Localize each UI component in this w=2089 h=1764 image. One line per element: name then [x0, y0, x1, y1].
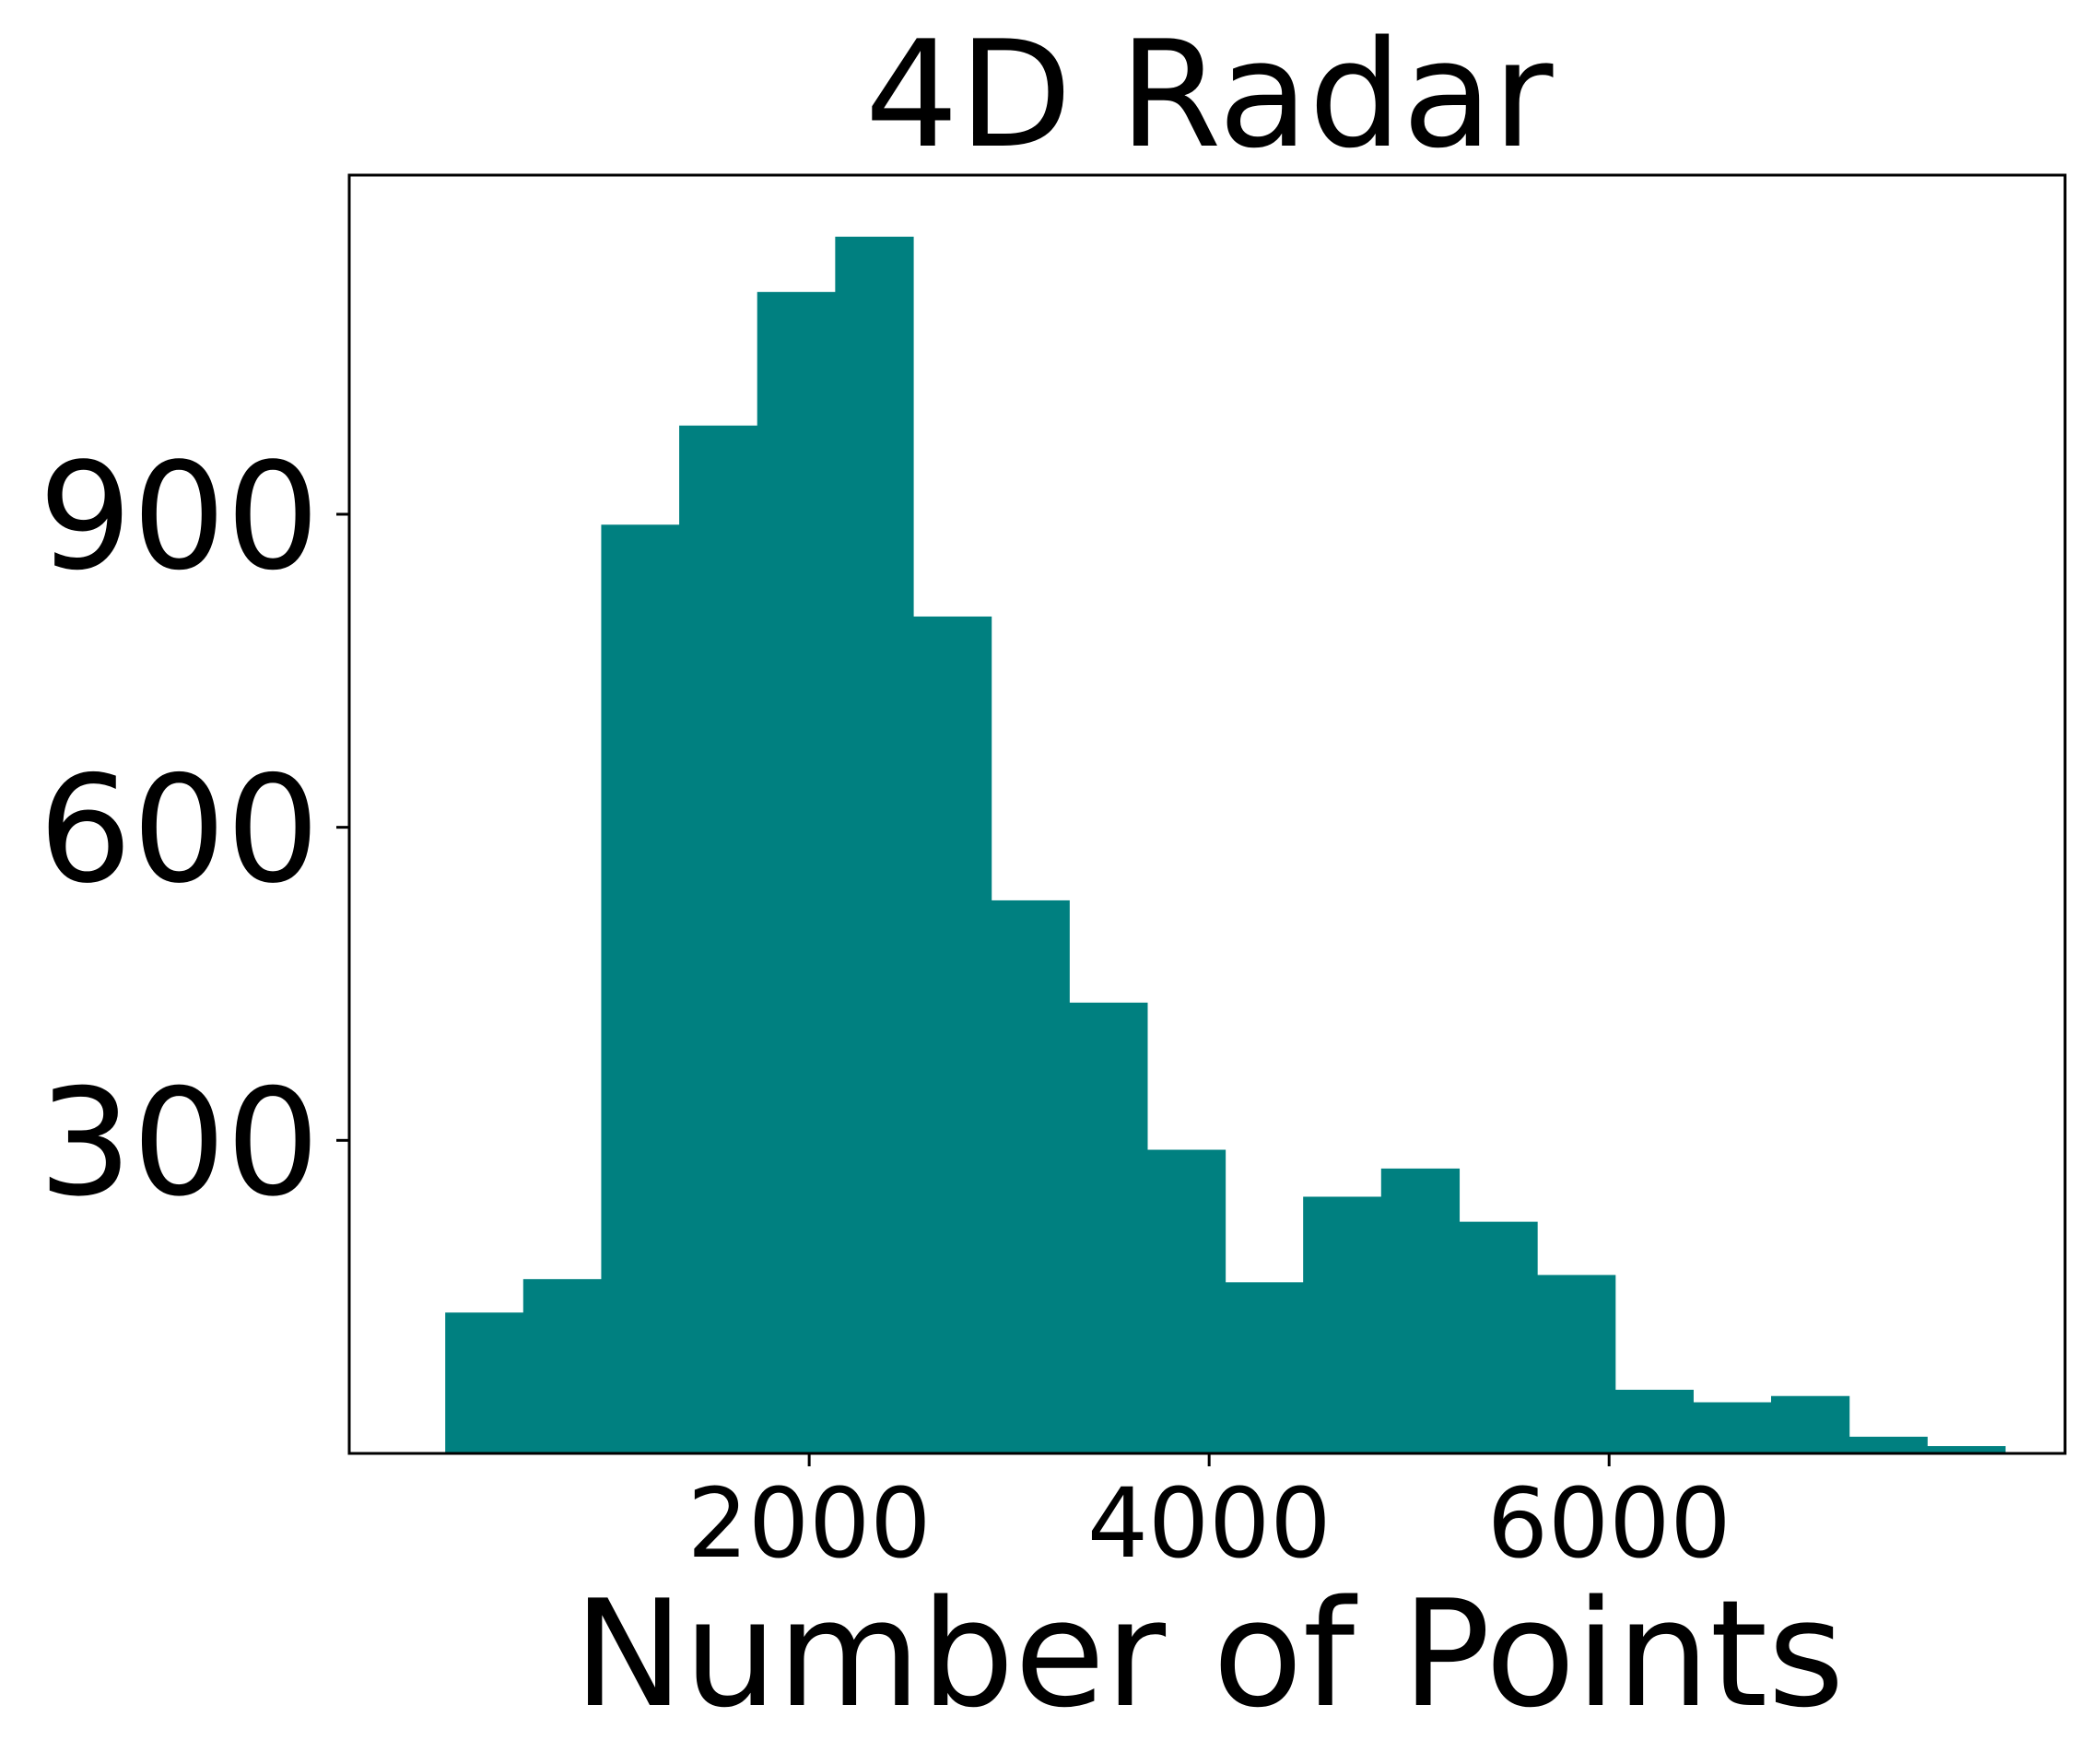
histogram-bar — [1693, 1402, 1772, 1453]
histogram-bar — [835, 236, 914, 1453]
histogram-bar — [991, 900, 1070, 1453]
histogram-bar — [1848, 1436, 1928, 1453]
y-tick-label: 300 — [39, 1056, 320, 1229]
histogram-bar — [1927, 1446, 2006, 1453]
x-tick-label: 6000 — [1487, 1467, 1731, 1580]
histogram-bar — [1146, 1149, 1226, 1453]
histogram-bar — [1770, 1395, 1850, 1453]
histogram-bar — [522, 1278, 603, 1453]
histogram-bar — [757, 291, 836, 1453]
histogram-bar — [1069, 1002, 1148, 1453]
plot-frame — [347, 173, 2067, 1455]
histogram-bar — [1459, 1221, 1538, 1453]
histogram-bar — [1303, 1196, 1382, 1453]
x-tick-label: 2000 — [687, 1467, 932, 1580]
histogram-bar — [679, 425, 758, 1453]
chart-title: 4D Radar — [865, 8, 1554, 181]
y-tick-label: 900 — [39, 430, 320, 603]
histogram-bar — [601, 524, 680, 1453]
y-axis-ticks: 300 600 900 — [39, 430, 349, 1229]
histogram-bar — [1537, 1275, 1616, 1453]
y-tick-label: 600 — [39, 744, 320, 916]
histogram-bar — [912, 616, 992, 1453]
histogram-bar — [445, 1312, 524, 1453]
histogram-bar — [1225, 1282, 1304, 1453]
histogram-bar — [1380, 1168, 1461, 1453]
x-axis-ticks: 2000 4000 6000 — [687, 1453, 1731, 1580]
x-axis-label: Number of Points — [573, 1568, 1844, 1740]
histogram-bar — [1614, 1389, 1694, 1453]
histogram-bars — [445, 236, 2006, 1453]
x-tick-label: 4000 — [1087, 1467, 1332, 1580]
